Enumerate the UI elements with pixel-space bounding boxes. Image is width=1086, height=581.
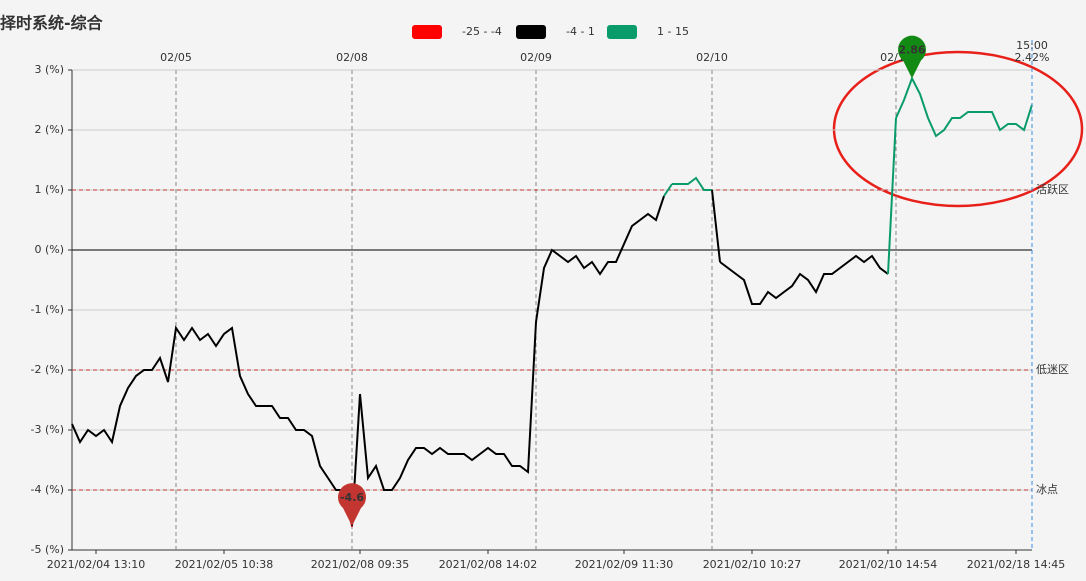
legend-label: 1 - 15: [657, 25, 689, 38]
line-connector: [663, 183, 673, 197]
line-piece: [71, 325, 344, 491]
mark-pin: [338, 483, 367, 526]
line-connector: [711, 189, 721, 263]
y-tick-label: 0 (%): [34, 243, 64, 256]
y-tick-label: -4 (%): [31, 483, 65, 496]
mark-line-label: 低迷区: [1036, 363, 1069, 376]
end-marker-time: 15:00: [1016, 39, 1048, 52]
y-tick-label: 1 (%): [34, 183, 64, 196]
legend-label: -25 - -4: [462, 25, 502, 38]
legend-swatch: [412, 25, 442, 39]
end-marker-label: 2.42%: [1015, 51, 1050, 64]
x-tick-label: 2021/02/04 13:10: [47, 558, 146, 571]
highlight-ellipse: [832, 50, 1084, 208]
mark-pin: [898, 35, 926, 79]
day-label: 02/10: [696, 51, 728, 64]
y-tick-label: 2 (%): [34, 123, 64, 136]
x-tick-label: 2021/02/10 10:27: [703, 558, 802, 571]
mark-pin-label: -4.6: [340, 491, 364, 504]
day-label: 02/08: [336, 51, 368, 64]
y-tick-label: -2 (%): [31, 363, 65, 376]
line-piece: [895, 75, 1033, 138]
day-label: 02/05: [160, 51, 192, 64]
mark-line-label: 活跃区: [1036, 182, 1069, 196]
day-label: 02/09: [520, 51, 552, 64]
legend-swatch: [607, 25, 637, 39]
line-connector: [887, 117, 897, 275]
y-tick-label: -1 (%): [31, 303, 65, 316]
x-tick-label: 2021/02/10 14:54: [839, 558, 938, 571]
line-piece: [719, 254, 889, 305]
line-piece: [359, 195, 665, 491]
x-tick-label: 2021/02/08 14:02: [439, 558, 538, 571]
chart-title: 择时系统-综合: [0, 14, 104, 33]
mark-pin-label: 2.86: [898, 43, 925, 56]
x-tick-label: 2021/02/18 14:45: [967, 558, 1066, 571]
mark-line-label: 冰点: [1036, 483, 1058, 496]
legend-label: -4 - 1: [566, 25, 595, 38]
y-tick-label: -5 (%): [31, 543, 65, 556]
y-tick-label: -3 (%): [31, 423, 65, 436]
x-tick-label: 2021/02/09 11:30: [575, 558, 674, 571]
line-piece: [672, 176, 712, 191]
x-tick-label: 2021/02/05 10:38: [175, 558, 274, 571]
legend-swatch: [516, 25, 546, 39]
y-tick-label: 3 (%): [34, 63, 64, 76]
x-tick-label: 2021/02/08 09:35: [311, 558, 410, 571]
